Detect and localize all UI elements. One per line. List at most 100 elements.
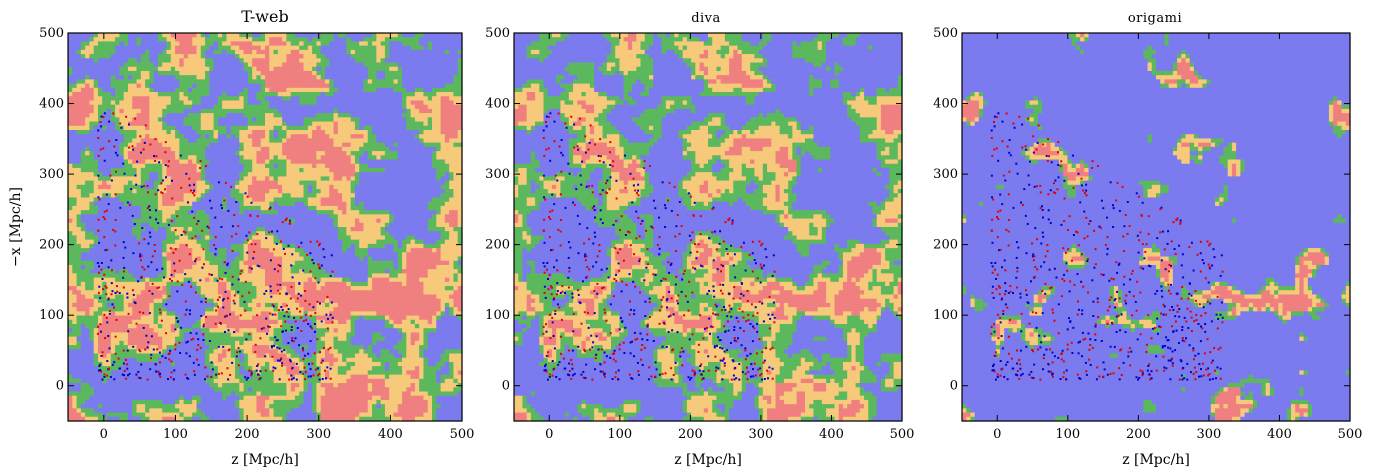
cell-sheet [321, 176, 326, 181]
cell-sheet [244, 63, 249, 68]
cell-sheet [453, 92, 458, 97]
cell-void [239, 122, 244, 127]
cell-sheet [406, 37, 411, 42]
cell-cluster [184, 54, 189, 59]
cell-cluster [419, 252, 424, 257]
cell-sheet [406, 109, 411, 114]
cell-cluster [338, 160, 343, 165]
cell-void [102, 227, 107, 232]
cell-cluster [312, 134, 317, 139]
cell-void [419, 164, 424, 169]
cell-cluster [355, 134, 360, 139]
cell-sheet [239, 155, 244, 160]
cell-void [154, 54, 159, 59]
cell-filament [265, 122, 270, 127]
cell-void [393, 168, 398, 173]
cell-sheet [167, 126, 172, 131]
cell-sheet [248, 75, 253, 80]
cell-cluster [411, 248, 416, 253]
cell-sheet [316, 71, 321, 76]
cell-cluster [406, 252, 411, 257]
cell-filament [171, 58, 176, 63]
cell-void [389, 92, 394, 97]
cell-filament [449, 248, 454, 253]
cell-void [102, 67, 107, 72]
cell-sheet [141, 202, 146, 207]
cell-void [299, 113, 304, 118]
cell-filament [282, 50, 287, 55]
cell-void [402, 172, 407, 177]
cell-void [218, 185, 223, 190]
cell-cluster [291, 75, 296, 80]
cell-void [162, 235, 167, 240]
cell-filament [299, 176, 304, 181]
cell-filament [338, 181, 343, 186]
cell-filament [436, 113, 441, 118]
cell-filament [94, 100, 99, 105]
cell-void [402, 231, 407, 236]
cell-void [359, 37, 364, 42]
cell-void [124, 248, 129, 253]
cell-void [385, 227, 390, 232]
cell-sheet [171, 67, 176, 72]
cell-filament [364, 227, 369, 232]
cell-cluster [145, 134, 150, 139]
cell-sheet [402, 96, 407, 101]
cell-filament [325, 130, 330, 135]
cell-filament [269, 33, 274, 38]
cell-filament [89, 41, 94, 46]
cell-void [359, 84, 364, 89]
cell-void [128, 41, 133, 46]
cell-void [342, 88, 347, 93]
cell-void [226, 143, 231, 148]
cell-sheet [393, 151, 398, 156]
cell-filament [72, 126, 77, 131]
cell-void [398, 100, 403, 105]
cell-filament [162, 63, 167, 68]
cell-void [137, 261, 142, 266]
cell-void [154, 172, 159, 177]
cell-cluster [441, 126, 446, 131]
cell-void [338, 63, 343, 68]
cell-cluster [252, 138, 257, 143]
cell-filament [145, 160, 150, 165]
cell-filament [436, 100, 441, 105]
cell-filament [325, 88, 330, 93]
cell-void [192, 206, 197, 211]
cell-filament [226, 41, 231, 46]
cell-sheet [282, 122, 287, 127]
cell-void [77, 54, 82, 59]
cell-cluster [286, 155, 291, 160]
cell-filament [162, 168, 167, 173]
cell-filament [355, 143, 360, 148]
cell-sheet [402, 100, 407, 105]
cell-sheet [342, 231, 347, 236]
cell-void [167, 75, 172, 80]
cell-void [411, 155, 416, 160]
cell-sheet [299, 248, 304, 253]
cell-void [381, 96, 386, 101]
cell-cluster [304, 155, 309, 160]
cell-void [235, 176, 240, 181]
cell-filament [428, 100, 433, 105]
cell-void [364, 185, 369, 190]
cell-filament [261, 75, 266, 80]
cell-void [274, 206, 279, 211]
cell-sheet [295, 197, 300, 202]
cell-sheet [128, 193, 133, 198]
cell-sheet [214, 33, 219, 38]
cell-void [423, 202, 428, 207]
cell-sheet [81, 41, 86, 46]
cell-sheet [81, 46, 86, 51]
cell-sheet [214, 50, 219, 55]
cell-filament [393, 33, 398, 38]
cell-void [428, 197, 433, 202]
cell-void [402, 33, 407, 38]
cell-void [218, 122, 223, 127]
cell-void [278, 214, 283, 219]
cell-sheet [209, 63, 214, 68]
cell-cluster [179, 248, 184, 253]
cell-void [102, 75, 107, 80]
cell-sheet [312, 181, 317, 186]
cell-sheet [342, 244, 347, 249]
